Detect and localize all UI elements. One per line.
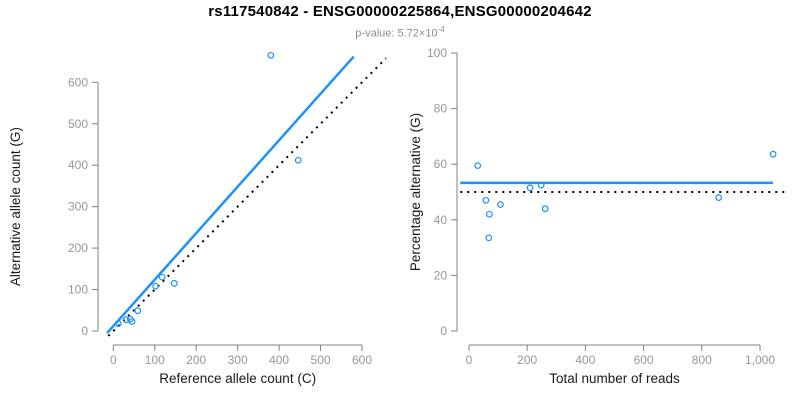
data-point [485,234,493,242]
allele-count-scatter-plot: 0 100 200 300 400 500 600 0 100 200 300 400 500 600 Re… [8,51,387,386]
y-axis-tick-label: 200 [68,241,88,255]
pvalue-text: p-value: 5.72×10 [355,27,438,40]
y-axis-tick-label: 80 [434,102,448,116]
data-point [158,273,166,281]
data-point [267,51,275,59]
data-point [170,279,178,287]
data-point [541,205,549,213]
x-axis-tick-label: 300 [228,353,248,367]
data-point [526,184,534,192]
data-point [114,320,122,327]
data-point [485,210,493,218]
x-axis-tick-label: 400 [269,353,289,367]
y-axis-tick-label: 500 [68,117,88,131]
x-axis-tick-label: 200 [186,353,206,367]
pvalue-subtitle: p-value: 5.72×10-4 [0,25,800,40]
data-point [537,181,545,189]
percentage-alternative-scatter-plot: 0 20 40 60 80 100 0 200 400 600 800 1,000 Total numb… [408,46,790,386]
y-axis-title: Alternative allele count (G) [8,127,23,286]
data-point [715,194,723,201]
plot-title: rs117540842 - ENSG00000225864,ENSG000002… [208,3,592,20]
y-axis-tick-label: 40 [434,213,448,227]
y-axis-tick-label: 400 [68,158,88,172]
data-point [134,307,142,315]
data-point [497,201,504,208]
data-point [769,150,777,158]
pvalue-exponent: -4 [437,25,445,34]
data-point [474,162,482,169]
x-axis-tick-label: 600 [352,353,372,367]
x-axis-tick-label: 600 [634,353,654,367]
y-axis-tick-label: 60 [434,157,448,171]
x-axis-tick-label: 800 [692,353,712,367]
x-axis-tick-label: 500 [311,353,331,367]
y-axis-tick-label: 600 [68,75,88,89]
x-axis-title: Reference allele count (C) [159,371,316,386]
x-axis-tick-label: 0 [110,353,117,367]
data-point [122,316,130,324]
y-axis-tick-label: 20 [434,268,448,282]
x-axis-title: Total number of reads [549,371,680,386]
data-point [128,318,136,325]
data-point [152,282,159,290]
x-axis-tick-label: 400 [575,353,595,367]
x-axis-tick-label: 1,000 [745,353,775,367]
y-axis-tick-label: 0 [81,324,88,338]
y-axis-tick-label: 300 [68,200,88,214]
data-point [482,196,490,204]
x-axis-tick-label: 100 [145,353,165,367]
y-axis-tick-label: 100 [68,283,88,297]
x-axis-tick-label: 200 [517,353,537,367]
x-axis-tick-label: 0 [466,353,473,367]
identity-line [107,57,387,337]
y-axis-title: Percentage alternative (G) [408,113,423,271]
y-axis-tick-label: 0 [440,324,447,338]
fitted-line [106,55,355,334]
y-axis-tick-label: 100 [427,46,447,60]
data-point [294,156,302,164]
